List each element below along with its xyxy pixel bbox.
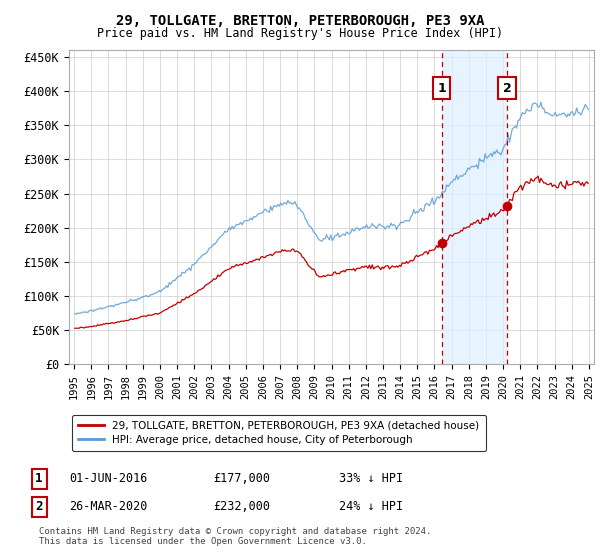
Text: 33% ↓ HPI: 33% ↓ HPI xyxy=(339,472,403,486)
Text: Price paid vs. HM Land Registry's House Price Index (HPI): Price paid vs. HM Land Registry's House … xyxy=(97,27,503,40)
Text: £232,000: £232,000 xyxy=(213,500,270,514)
Text: 1: 1 xyxy=(35,472,43,486)
Text: 26-MAR-2020: 26-MAR-2020 xyxy=(69,500,148,514)
Text: 01-JUN-2016: 01-JUN-2016 xyxy=(69,472,148,486)
Text: £177,000: £177,000 xyxy=(213,472,270,486)
Text: 2: 2 xyxy=(35,500,43,514)
Text: Contains HM Land Registry data © Crown copyright and database right 2024.
This d: Contains HM Land Registry data © Crown c… xyxy=(39,526,431,546)
Text: 24% ↓ HPI: 24% ↓ HPI xyxy=(339,500,403,514)
Text: 2: 2 xyxy=(503,82,511,95)
Bar xyxy=(442,50,507,364)
Text: 1: 1 xyxy=(437,82,446,95)
Text: 29, TOLLGATE, BRETTON, PETERBOROUGH, PE3 9XA: 29, TOLLGATE, BRETTON, PETERBOROUGH, PE3… xyxy=(116,14,484,28)
Legend: 29, TOLLGATE, BRETTON, PETERBOROUGH, PE3 9XA (detached house), HPI: Average pric: 29, TOLLGATE, BRETTON, PETERBOROUGH, PE3… xyxy=(71,415,485,451)
